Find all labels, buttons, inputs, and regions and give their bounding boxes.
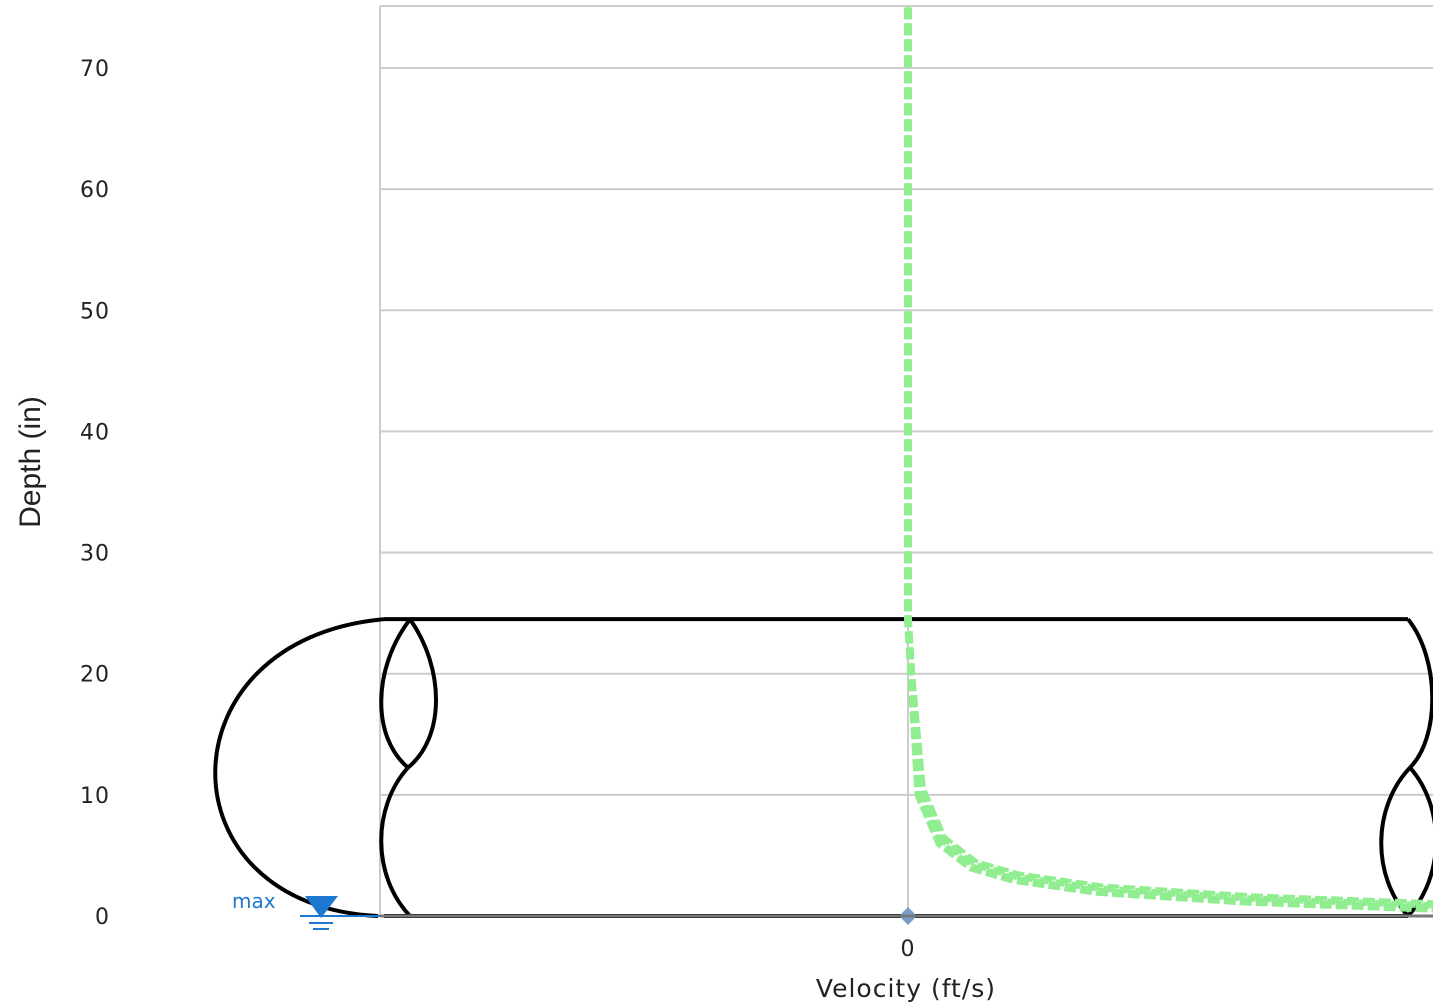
pipe-right-lobe [1379, 766, 1412, 918]
velocity-series [899, 7, 1433, 925]
y-axis-title: Depth (in) [14, 396, 47, 528]
y-tick-label: 0 [95, 905, 110, 930]
y-tick-label: 40 [80, 420, 110, 445]
velocity-curve [904, 7, 1433, 913]
x-axis-title: Velocity (ft/s) [816, 974, 996, 1003]
y-tick-label: 30 [80, 542, 110, 567]
water-level-label: max [232, 889, 276, 913]
velocity-curve [906, 7, 1432, 909]
pipe-left-lobe [406, 618, 438, 770]
x-tick-label: 0 [901, 937, 916, 962]
pipe-right-lobe [1406, 766, 1433, 918]
velocity-curve [906, 7, 1433, 907]
pipe-left-lobe [379, 766, 412, 918]
water-level-triangle [305, 896, 338, 918]
velocity-curve [906, 7, 1433, 909]
pipe-left-end [213, 617, 385, 918]
y-tick-label: 70 [80, 57, 110, 82]
y-tick-label: 50 [80, 299, 110, 324]
axis-layer: 0 10 20 30 40 50 60 70 0 max [80, 57, 1433, 962]
pipe-right-lobe [1406, 617, 1433, 770]
pipe-outline [213, 617, 1433, 918]
velocity-curve [906, 7, 1433, 905]
y-tick-label: 60 [80, 178, 110, 203]
y-tick-label: 10 [80, 784, 110, 809]
y-tick-label: 20 [80, 663, 110, 688]
pipe-left-lobe [379, 617, 412, 770]
